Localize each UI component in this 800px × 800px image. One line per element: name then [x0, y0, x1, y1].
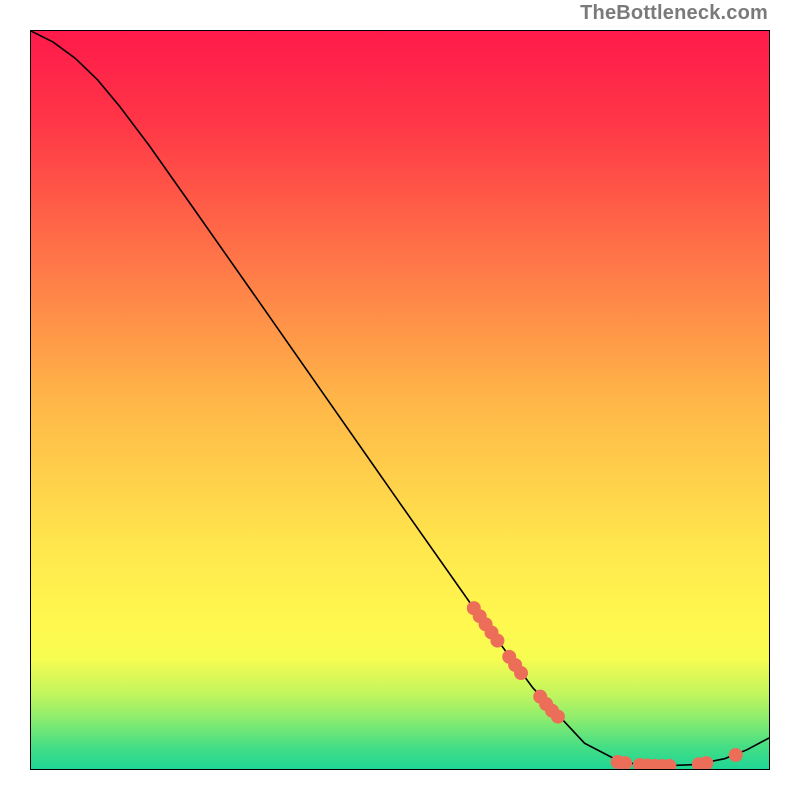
background-gradient-rect — [31, 31, 769, 769]
plot-area — [30, 30, 770, 770]
marker-point — [491, 634, 504, 647]
marker-point — [515, 667, 528, 680]
marker-point — [663, 759, 676, 769]
canvas-root: TheBottleneck.com — [0, 0, 800, 800]
marker-point — [619, 757, 632, 769]
marker-point — [729, 748, 742, 761]
marker-point — [551, 710, 564, 723]
marker-point — [700, 757, 713, 769]
chart-svg — [31, 31, 769, 769]
watermark-text: TheBottleneck.com — [580, 2, 768, 25]
